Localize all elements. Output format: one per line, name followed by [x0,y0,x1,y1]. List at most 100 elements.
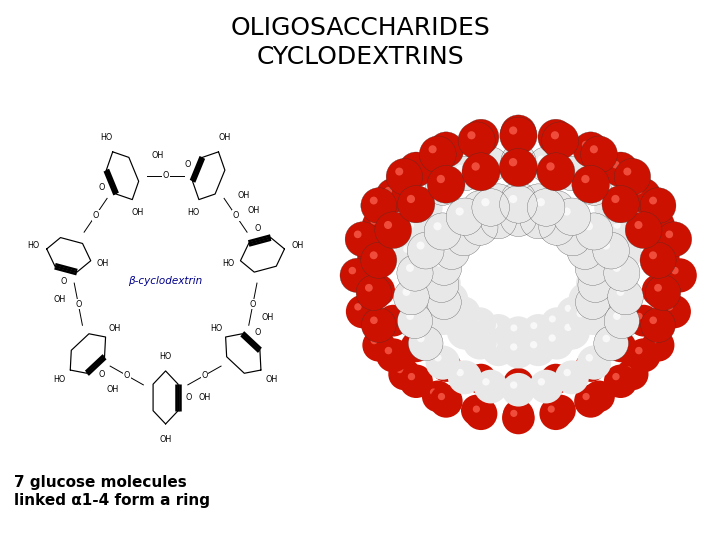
Circle shape [490,322,498,329]
Circle shape [500,148,537,187]
Circle shape [406,264,414,272]
Circle shape [640,188,676,224]
Circle shape [530,193,537,200]
Circle shape [500,185,537,223]
Circle shape [408,161,415,168]
Circle shape [537,156,545,163]
Circle shape [427,285,462,320]
Circle shape [645,275,680,310]
Circle shape [577,171,611,205]
Circle shape [551,131,559,139]
Circle shape [399,261,431,294]
Circle shape [501,181,536,217]
Circle shape [502,402,535,434]
Text: OH: OH [131,208,143,217]
Circle shape [594,326,629,361]
Circle shape [641,308,675,342]
Text: O: O [185,393,192,402]
Text: OH: OH [238,191,250,200]
Circle shape [603,292,610,299]
Text: O: O [75,300,81,309]
Circle shape [563,165,571,172]
Circle shape [446,220,482,256]
Circle shape [397,303,433,339]
Circle shape [575,250,611,286]
Circle shape [396,366,403,373]
Circle shape [587,258,594,265]
Circle shape [340,258,374,293]
Text: OH: OH [96,259,109,268]
Circle shape [557,296,589,329]
Circle shape [510,343,518,350]
Circle shape [462,209,498,245]
Circle shape [539,397,572,430]
Circle shape [457,326,464,333]
Circle shape [613,221,621,229]
Circle shape [649,251,657,259]
Text: OH: OH [109,323,121,333]
Circle shape [384,347,392,354]
Circle shape [503,316,534,348]
Circle shape [425,249,458,282]
Circle shape [410,284,441,316]
Circle shape [604,364,637,398]
Circle shape [424,268,459,302]
Circle shape [564,326,571,333]
Text: O: O [254,224,261,233]
Text: OLIGOSACCHARIDES
CYCLODEXTRINS: OLIGOSACCHARIDES CYCLODEXTRINS [230,16,490,69]
Circle shape [370,251,378,259]
Circle shape [521,333,555,366]
Text: O: O [124,371,130,380]
Circle shape [403,246,410,253]
Circle shape [537,153,575,191]
Circle shape [433,276,441,284]
Circle shape [434,234,469,269]
Text: O: O [60,276,67,286]
Text: OH: OH [248,206,260,214]
Circle shape [568,215,602,249]
Circle shape [602,241,610,249]
Circle shape [584,259,592,267]
Circle shape [577,346,611,380]
Text: 7 glucose molecules
linked α1-4 form a ring: 7 glucose molecules linked α1-4 form a r… [14,475,210,508]
Circle shape [430,388,437,395]
Circle shape [510,376,518,382]
Circle shape [426,346,460,380]
Text: O: O [254,328,261,337]
Circle shape [402,288,410,296]
Circle shape [549,315,556,322]
Circle shape [455,210,463,218]
Circle shape [399,152,433,187]
Circle shape [467,131,475,139]
Circle shape [635,347,642,354]
Circle shape [436,240,443,247]
Circle shape [427,232,461,266]
Circle shape [422,381,454,412]
Circle shape [585,222,593,231]
Circle shape [585,275,592,282]
Text: OH: OH [218,133,230,142]
Circle shape [408,373,415,380]
Circle shape [576,232,610,266]
Circle shape [510,190,518,198]
Circle shape [612,161,620,168]
Circle shape [576,266,609,300]
Text: O: O [202,371,207,380]
Circle shape [400,364,433,398]
Circle shape [539,209,575,245]
Text: HO: HO [188,208,200,217]
Circle shape [462,153,500,191]
Circle shape [503,400,534,431]
Circle shape [574,384,607,418]
Circle shape [482,156,490,163]
Circle shape [613,312,621,320]
Circle shape [617,246,624,253]
Circle shape [521,184,556,219]
Circle shape [449,319,480,349]
Circle shape [376,339,410,373]
Text: HO: HO [101,133,113,142]
Circle shape [649,217,657,225]
Circle shape [649,197,657,205]
Circle shape [354,303,361,310]
Circle shape [436,175,445,183]
